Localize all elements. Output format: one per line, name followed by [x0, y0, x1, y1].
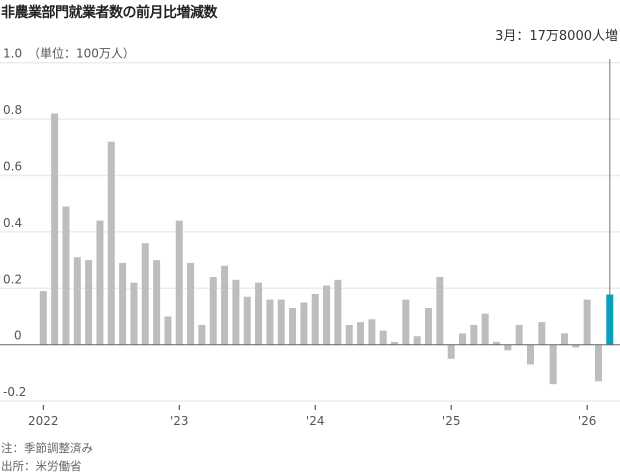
- y-tick-label: 0.8: [3, 103, 22, 117]
- y-tick-label: 1.0: [3, 47, 22, 61]
- bar: [130, 282, 138, 345]
- bar: [323, 285, 331, 345]
- bar: [334, 279, 342, 345]
- bar: [289, 308, 297, 345]
- bar: [153, 260, 161, 345]
- bar: [594, 344, 602, 382]
- y-tick-label: 0.6: [3, 160, 22, 174]
- bar: [391, 341, 399, 345]
- bar: [198, 324, 206, 345]
- bar: [232, 279, 240, 345]
- bar: [526, 344, 534, 365]
- bar: [62, 206, 70, 345]
- bar: [470, 324, 478, 345]
- note-text: 注：季節調整済み: [1, 441, 93, 455]
- y-tick-label: 0: [14, 329, 22, 343]
- bar: [583, 299, 591, 345]
- x-tick-label: '23: [170, 414, 189, 428]
- unit-label: （単位：100万人）: [28, 46, 135, 61]
- y-tick-label: 0.2: [3, 272, 22, 286]
- bar: [266, 299, 274, 345]
- bar: [187, 262, 195, 345]
- bar: [255, 282, 263, 345]
- bar: [141, 243, 149, 345]
- bar: [379, 330, 387, 345]
- x-tick-label: '25: [442, 414, 461, 428]
- bar: [39, 291, 47, 345]
- latest-value-annotation: 3月：17万8000人増: [495, 29, 618, 44]
- x-tick-label: '24: [306, 414, 325, 428]
- bar: [459, 333, 467, 345]
- bar: [277, 299, 285, 345]
- x-tick-label: 2022: [28, 414, 59, 428]
- x-tick-label: '26: [578, 414, 597, 428]
- bar: [107, 141, 115, 345]
- bar: [175, 220, 183, 345]
- bar: [209, 277, 217, 345]
- bar: [515, 324, 523, 345]
- bar: [425, 308, 433, 345]
- bar: [538, 322, 546, 345]
- y-tick-label: 0.4: [3, 216, 22, 230]
- bar: [572, 344, 580, 348]
- bar: [73, 257, 81, 345]
- bar: [345, 324, 353, 345]
- bar: [300, 302, 308, 345]
- bar: [413, 336, 421, 345]
- bar: [311, 293, 319, 345]
- bar: [243, 296, 251, 345]
- bar: [221, 265, 229, 345]
- highlight-bar: [606, 294, 614, 345]
- chart-title: 非農業部門就業者数の前月比増減数: [1, 5, 218, 21]
- bar: [447, 344, 455, 359]
- bar: [357, 322, 365, 345]
- bar: [560, 333, 568, 345]
- bar: [493, 341, 500, 345]
- bar: [549, 344, 557, 385]
- bar: [402, 299, 410, 345]
- bar: [164, 316, 172, 345]
- bar: [85, 260, 93, 345]
- bar: [504, 344, 512, 351]
- bar: [368, 319, 376, 345]
- source-text: 出所：米労働省: [1, 459, 82, 473]
- bar: [119, 262, 127, 345]
- bar: [51, 113, 59, 345]
- bar: [481, 313, 489, 345]
- bar: [96, 220, 104, 345]
- y-tick-label: -0.2: [3, 385, 26, 399]
- bar: [436, 277, 444, 345]
